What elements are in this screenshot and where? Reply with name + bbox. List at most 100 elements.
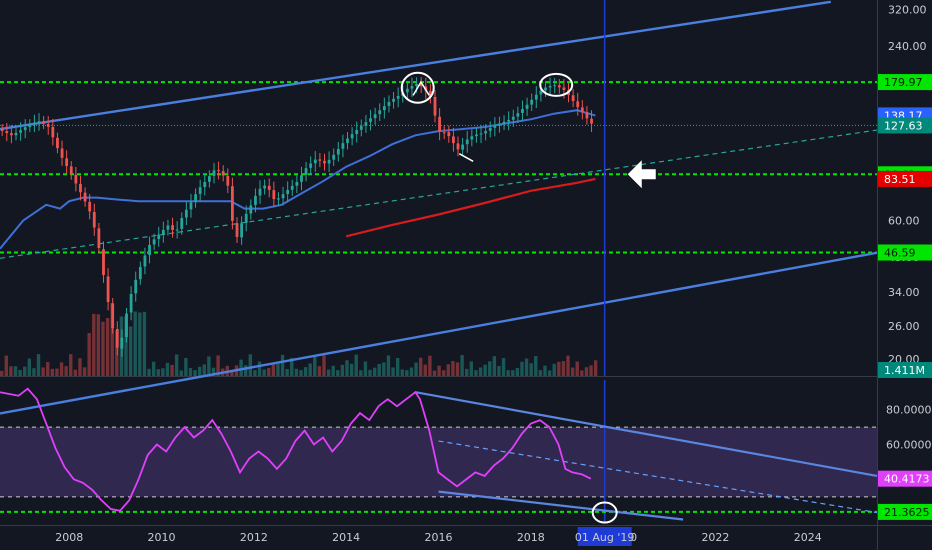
volume-bar xyxy=(566,355,570,376)
candle-body xyxy=(111,303,115,329)
volume-bar xyxy=(488,361,492,376)
volume-bar xyxy=(524,358,529,376)
candle-body xyxy=(102,249,105,275)
rsi-tick-label: 60.0000 xyxy=(886,439,932,452)
volume-bar xyxy=(391,367,395,376)
volume-bar xyxy=(36,354,41,376)
price-tag: 83.51 xyxy=(884,173,916,186)
candle-body xyxy=(166,225,170,230)
candle-body xyxy=(323,160,326,164)
volume-bar xyxy=(340,364,345,376)
volume-bar xyxy=(529,363,533,376)
candle-body xyxy=(134,279,138,294)
candle-body xyxy=(249,205,253,214)
candle-body xyxy=(470,136,474,140)
volume-bar xyxy=(50,368,55,376)
volume-bar xyxy=(9,366,13,376)
price-tag-bg xyxy=(878,117,932,134)
volume-bar xyxy=(92,313,96,376)
candle-body xyxy=(217,170,220,172)
time-tick-label: 2014 xyxy=(332,531,360,544)
volume-bar xyxy=(184,358,188,376)
volume-bar xyxy=(23,366,27,376)
volume-bar xyxy=(13,366,18,376)
time-tick-label: 2010 xyxy=(148,531,176,544)
candle-body xyxy=(129,294,133,313)
volume-bar xyxy=(543,365,547,376)
rsi-value-tag: 40.4173 xyxy=(884,473,930,486)
price-axis: 320.00240.0060.0045.0034.0026.0020.0080.… xyxy=(878,3,932,520)
candle-body xyxy=(484,131,488,134)
time-tick-label: 2022 xyxy=(701,531,729,544)
candle-body xyxy=(461,144,465,150)
rsi-level-tag-bg xyxy=(878,503,932,520)
candle-body xyxy=(69,166,73,175)
volume-bar xyxy=(271,363,276,376)
candle-body xyxy=(46,123,50,127)
candle-body xyxy=(92,211,96,228)
volume-bar xyxy=(156,369,160,376)
volume-bar xyxy=(32,368,36,376)
volume-bar xyxy=(520,361,524,376)
candle-body xyxy=(254,195,257,205)
volume-tag-bg xyxy=(878,362,932,378)
candle-body xyxy=(309,163,313,168)
date-marker-label: 01 Aug '19 xyxy=(575,531,635,544)
candle-body xyxy=(410,86,414,89)
date-marker-bg xyxy=(577,527,632,546)
candle-body xyxy=(79,183,82,193)
volume-bar xyxy=(368,369,372,376)
level-tag-bg xyxy=(878,74,932,91)
volume-bar xyxy=(147,368,151,376)
candle-body xyxy=(258,188,262,196)
candle-body xyxy=(557,85,561,88)
volume-bar xyxy=(437,365,441,376)
volume-bar xyxy=(299,370,303,376)
volume-bar xyxy=(69,354,73,376)
candle-body xyxy=(304,168,308,175)
candle-body xyxy=(235,223,239,237)
candle-body xyxy=(180,218,184,229)
volume-bar xyxy=(303,367,308,376)
rsi-trend-line xyxy=(438,440,878,514)
volume-bar xyxy=(230,370,234,376)
candle-body xyxy=(51,126,55,138)
volume-bar xyxy=(547,370,552,376)
time-tick-label: 2018 xyxy=(517,531,545,544)
candle-body xyxy=(171,225,174,230)
volume-bar xyxy=(313,357,317,376)
candle-body xyxy=(465,139,469,145)
volume-bar xyxy=(0,370,4,376)
candle-body xyxy=(419,83,423,87)
candle-body xyxy=(0,129,4,131)
volume-bar xyxy=(331,365,335,376)
candle-body xyxy=(530,99,534,105)
candle-body xyxy=(65,158,69,166)
candle-body xyxy=(433,96,437,116)
top-circle-1 xyxy=(400,71,435,104)
candle-body xyxy=(231,186,234,221)
candle-body xyxy=(60,148,64,158)
trough-mark xyxy=(458,153,474,162)
volume-bar xyxy=(161,368,165,376)
volume-bar xyxy=(506,370,510,376)
volume-bar xyxy=(248,354,253,376)
candle-body xyxy=(318,159,322,161)
volume-bar xyxy=(239,359,243,376)
volume-bar xyxy=(418,357,423,376)
volume-bar xyxy=(317,366,322,376)
volume-bar xyxy=(308,363,312,376)
volume-bar xyxy=(460,355,464,376)
volume-bar xyxy=(151,361,156,376)
volume-bar xyxy=(101,321,105,376)
candle-body xyxy=(521,109,524,113)
candle-body xyxy=(475,134,478,137)
price-tag-bg xyxy=(878,170,932,187)
candle-body xyxy=(382,106,386,111)
price-tick-label: 60.00 xyxy=(888,215,920,228)
price-tag: 127.63 xyxy=(884,119,923,132)
volume-bar xyxy=(497,366,501,376)
candle-body xyxy=(364,122,368,126)
candle-body xyxy=(452,136,455,144)
